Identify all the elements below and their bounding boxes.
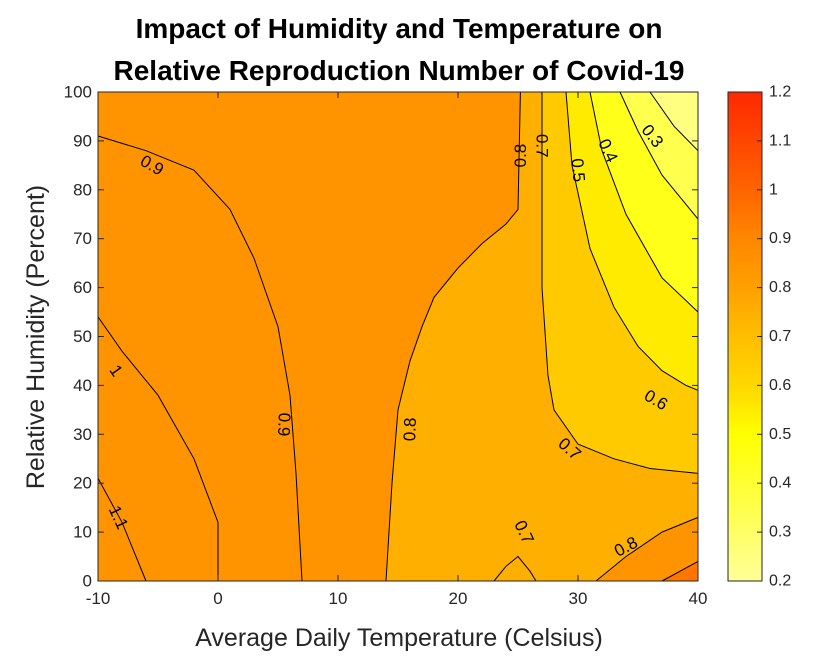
colorbar-tick-label: 0.2	[769, 573, 791, 590]
y-tick-label: 90	[73, 131, 92, 150]
contour-label: 0.8	[511, 144, 530, 168]
y-tick-label: 30	[73, 425, 92, 444]
colorbar-tick-label: 0.5	[769, 426, 791, 443]
contour-line	[589, 91, 699, 313]
contour-line	[541, 92, 699, 474]
x-tick-label: 10	[329, 589, 348, 608]
y-tick-label: 100	[64, 83, 92, 102]
x-tick-label: 30	[569, 589, 588, 608]
contour-label: 0.7	[533, 134, 552, 158]
y-tick-label: 80	[73, 180, 92, 199]
colorbar-tick-label: 0.8	[769, 279, 791, 296]
contour-line	[661, 560, 699, 582]
x-axis-label: Average Daily Temperature (Celsius)	[195, 624, 603, 652]
colorbar-tick-label: 1	[769, 181, 778, 198]
x-tick-label: 0	[213, 589, 222, 608]
colorbar-tick-label: 1.2	[769, 84, 791, 101]
plot-area: 0.911.10.9 0.80.8 0.70.50.4 0.30.60.70.7 0.8…	[64, 83, 708, 609]
y-tick-label: 60	[73, 278, 92, 297]
contour-fill-region	[494, 556, 536, 581]
colorbar-gradient	[727, 91, 763, 582]
chart-title-line-1: Impact of Humidity and Temperature on	[136, 13, 663, 44]
y-tick-label: 40	[73, 376, 92, 395]
contour-line	[595, 516, 699, 582]
y-tick-label: 20	[73, 474, 92, 493]
y-axis-label: Relative Humidity (Percent)	[22, 185, 50, 489]
contour-line	[619, 91, 699, 220]
chart-title-line-2: Relative Reproduction Number of Covid-19	[114, 55, 685, 86]
contour-line	[493, 555, 537, 582]
contour-fill-region	[98, 92, 521, 581]
colorbar-tick-label: 0.9	[769, 230, 791, 247]
y-tick-label: 0	[83, 572, 92, 591]
colorbar-tick-label: 0.3	[769, 524, 791, 541]
colorbar-tick-label: 0.4	[769, 475, 791, 492]
contour-line	[97, 478, 147, 582]
x-tick-label: -10	[86, 589, 111, 608]
colorbar-tick-label: 0.6	[769, 377, 791, 394]
colorbar: 0.2 0.3 0.4 0.5 0.6 0.7 0.8 0.9 1 1.1 1.2	[727, 84, 791, 590]
contour-line	[565, 91, 699, 391]
contour-fill-region	[596, 517, 698, 581]
contour-label: 0.8	[400, 417, 420, 441]
colorbar-tick-label: 0.7	[769, 328, 791, 345]
contour-line	[385, 91, 521, 582]
contour-label: 0.5	[568, 158, 589, 183]
contour-fill-region	[650, 92, 698, 151]
y-tick-label: 10	[73, 523, 92, 542]
x-tick-label: 40	[689, 589, 708, 608]
x-tick-label: 20	[449, 589, 468, 608]
colorbar-tick-label: 1.1	[769, 132, 791, 149]
contour-line	[649, 91, 699, 152]
contour-line	[97, 316, 219, 581]
y-tick-label: 70	[73, 229, 92, 248]
contour-label: 0.9	[274, 412, 294, 436]
contour-line	[97, 135, 303, 582]
y-tick-label: 50	[73, 327, 92, 346]
